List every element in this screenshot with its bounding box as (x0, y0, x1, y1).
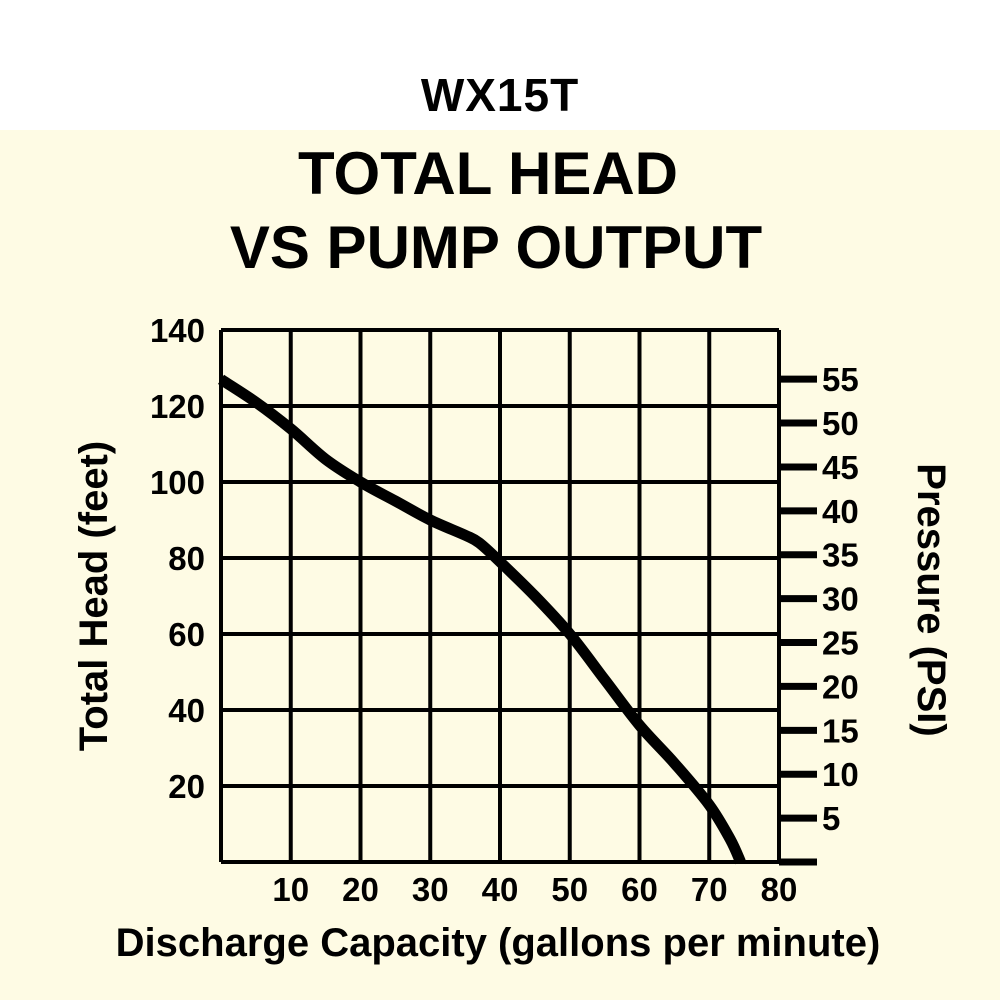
y2-tick-label-40: 40 (822, 493, 859, 530)
y2-axis-title: Pressure (PSI) (909, 463, 953, 736)
y-tick-label-140: 140 (150, 312, 205, 349)
x-axis-title: Discharge Capacity (gallons per minute) (116, 921, 881, 965)
y2-tick-label-30: 30 (822, 581, 859, 618)
x-tick-label-60: 60 (621, 871, 658, 908)
y-tick-label-120: 120 (150, 388, 205, 425)
x-tick-label-40: 40 (482, 871, 519, 908)
y2-tick-label-50: 50 (822, 405, 859, 442)
series-line-head-curve (217, 374, 746, 865)
y-tick-label-60: 60 (168, 616, 205, 653)
label-layer: 20 40 60 80 100 120 140 10 20 30 40 50 60 70 80 5 10 15 20… (150, 312, 859, 908)
y2-tick-label-15: 15 (822, 712, 859, 749)
y2-tick-label-25: 25 (822, 625, 859, 662)
y-tick-label-20: 20 (168, 768, 205, 805)
y2-tick-label-45: 45 (822, 449, 859, 486)
x-tick-label-10: 10 (272, 871, 309, 908)
y2-tick-label-5: 5 (822, 800, 840, 837)
x-tick-label-70: 70 (691, 871, 728, 908)
x-tick-label-80: 80 (761, 871, 798, 908)
y2-tick-label-10: 10 (822, 756, 859, 793)
x-tick-label-50: 50 (551, 871, 588, 908)
chart-title-line-2: VS PUMP OUTPUT (230, 214, 762, 281)
model-title: WX15T (420, 69, 580, 121)
y-tick-label-80: 80 (168, 540, 205, 577)
y2-tick-label-20: 20 (822, 668, 859, 705)
x-tick-label-30: 30 (412, 871, 449, 908)
x-tick-label-20: 20 (342, 871, 379, 908)
y2-tick-label-35: 35 (822, 537, 859, 574)
y-axis-title: Total Head (feet) (72, 441, 116, 751)
chart: TOTAL HEAD VS PUMP OUTPUT 20 40 60 80 100 120… (72, 140, 953, 965)
y-tick-label-40: 40 (168, 692, 205, 729)
chart-title-line-1: TOTAL HEAD (298, 140, 678, 207)
y2-tick-layer (779, 375, 817, 866)
y2-tick-label-55: 55 (822, 361, 859, 398)
chart-panel: TOTAL HEAD VS PUMP OUTPUT 20 40 60 80 100 120… (0, 130, 1000, 1000)
y-tick-label-100: 100 (150, 464, 205, 501)
